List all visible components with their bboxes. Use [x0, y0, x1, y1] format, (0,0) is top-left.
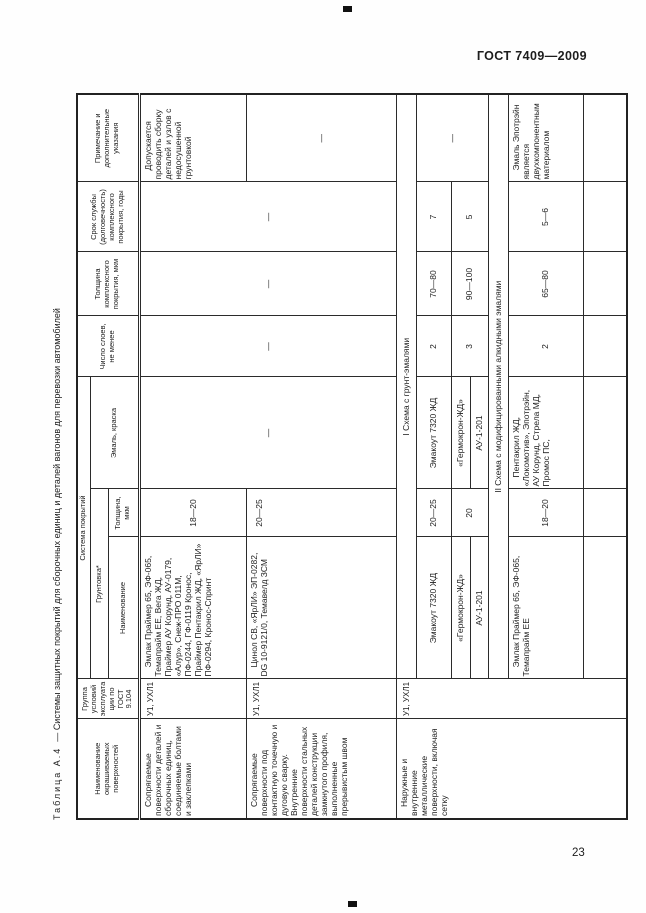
table-row: Наружные и внутренние металлические пове… — [396, 93, 627, 819]
table-cell: АУ-1-201 — [470, 537, 488, 679]
print-registration-mark — [343, 6, 352, 12]
table-cell: — — [416, 93, 488, 182]
table-cell: — — [139, 315, 396, 377]
table-cell: — — [139, 181, 396, 252]
table-cell: АУ-1-201 — [470, 376, 488, 489]
table-cell: «Гермокрон-ЖД» — [451, 376, 470, 489]
table-cell: Эмлак Праймер 65, ЭФ-065, Темапрайм ЕЕ, … — [139, 537, 246, 679]
table-cell: Наружные и внутренние металлические пове… — [396, 719, 627, 819]
table-cell: 18—20 — [139, 489, 246, 537]
table-cell: Эмаль Эпотрэйн является двухкомпонентным… — [508, 93, 583, 182]
section-header-cell: I Схема с грунт-эмалями — [396, 93, 416, 679]
column-header-cell: Толщина, мкм — [108, 489, 139, 537]
table-cell: Цинол СВ, «ЯрЛИ» ЭП-0282, DG 10-9121/0, … — [246, 537, 396, 679]
coating-table: Наименование окрашиваемых поверхностей Гр… — [76, 92, 628, 820]
table-cell: Сопрягаемые поверхности деталей и сбороч… — [139, 719, 246, 819]
table-row: Сопрягаемые поверхности деталей и сбороч… — [139, 93, 396, 819]
table-title: Таблица А.4 — Системы защитных покрытий д… — [52, 95, 68, 820]
table-cell: Эмлак Праймер 65, ЭФ-065, Темапрайм ЕЕ — [508, 537, 583, 679]
table-cell — [583, 181, 627, 252]
table-cell: 5—6 — [508, 181, 583, 252]
table-cell: У1, УХЛ1 — [139, 679, 246, 719]
table-cell: 20 — [451, 489, 488, 537]
coating-table-wrapper: Наименование окрашиваемых поверхностей Гр… — [76, 92, 636, 820]
table-cell: 18—20 — [508, 489, 583, 537]
table-title-text: — Системы защитных покрытий для сборочны… — [52, 308, 62, 742]
table-cell — [583, 93, 627, 182]
column-header-cell: Примечание и дополнительные указания — [77, 93, 139, 182]
table-cell: — — [139, 251, 396, 316]
table-cell: 65—80 — [508, 251, 583, 316]
table-cell — [583, 251, 627, 316]
table-cell: 20—25 — [416, 489, 451, 537]
table-cell: 20—25 — [246, 489, 396, 537]
print-registration-mark — [348, 901, 357, 907]
table-cell: Пентакрил ЖД, «Локомотив», Эпотрэйн, АУ … — [508, 376, 583, 489]
page-number: 23 — [572, 847, 585, 859]
column-header-cell: Грунтовка* — [90, 489, 108, 679]
column-header-cell: Эмаль, краска — [90, 376, 139, 489]
table-cell: У1, УХЛ1 — [396, 679, 627, 719]
document-code: ГОСТ 7409—2009 — [476, 49, 587, 63]
table-cell — [583, 537, 627, 679]
table-cell — [583, 376, 627, 489]
section-header-cell: II Схема с модифицированными алкидными э… — [488, 93, 508, 679]
column-header-cell: Число слоев, не менее — [77, 315, 139, 377]
table-cell: Допускается проводить сборку деталей и у… — [139, 93, 246, 182]
table-cell: Сопрягаемые поверхности под контактную т… — [246, 719, 396, 819]
table-cell — [583, 315, 627, 377]
table-cell: «Гермокрон-ЖД» — [451, 537, 470, 679]
table-cell: 90—100 — [451, 251, 488, 316]
column-header-cell: Толщина комплексного покрытия, мкм — [77, 251, 139, 316]
table-cell: — — [246, 93, 396, 182]
column-header-cell: Наименование окрашиваемых поверхностей — [77, 719, 139, 819]
table-cell: Эмакоут 7320 ЖД — [416, 376, 451, 489]
table-header-row: Наименование окрашиваемых поверхностей Гр… — [77, 93, 139, 819]
table-title-label: Таблица А.4 — [52, 746, 62, 820]
table-cell: 3 — [451, 315, 488, 377]
table-cell: 2 — [416, 315, 451, 377]
table-cell: 7 — [416, 181, 451, 252]
column-header-cell: Группа условий эксплуатации по ГОСТ 9.10… — [77, 679, 139, 719]
table-cell: 2 — [508, 315, 583, 377]
table-cell: — — [139, 376, 396, 489]
table-cell: 5 — [451, 181, 488, 252]
table-cell: 70—80 — [416, 251, 451, 316]
table-cell — [583, 489, 627, 537]
table-cell: У1, УХЛ1 — [246, 679, 396, 719]
table-cell: Эмакоут 7320 ЖД — [416, 537, 451, 679]
column-header-cell: Наименование — [108, 537, 139, 679]
column-header-cell: Система покрытий — [77, 376, 90, 679]
column-header-cell: Срок службы (долговечность) комплексного… — [77, 181, 139, 252]
